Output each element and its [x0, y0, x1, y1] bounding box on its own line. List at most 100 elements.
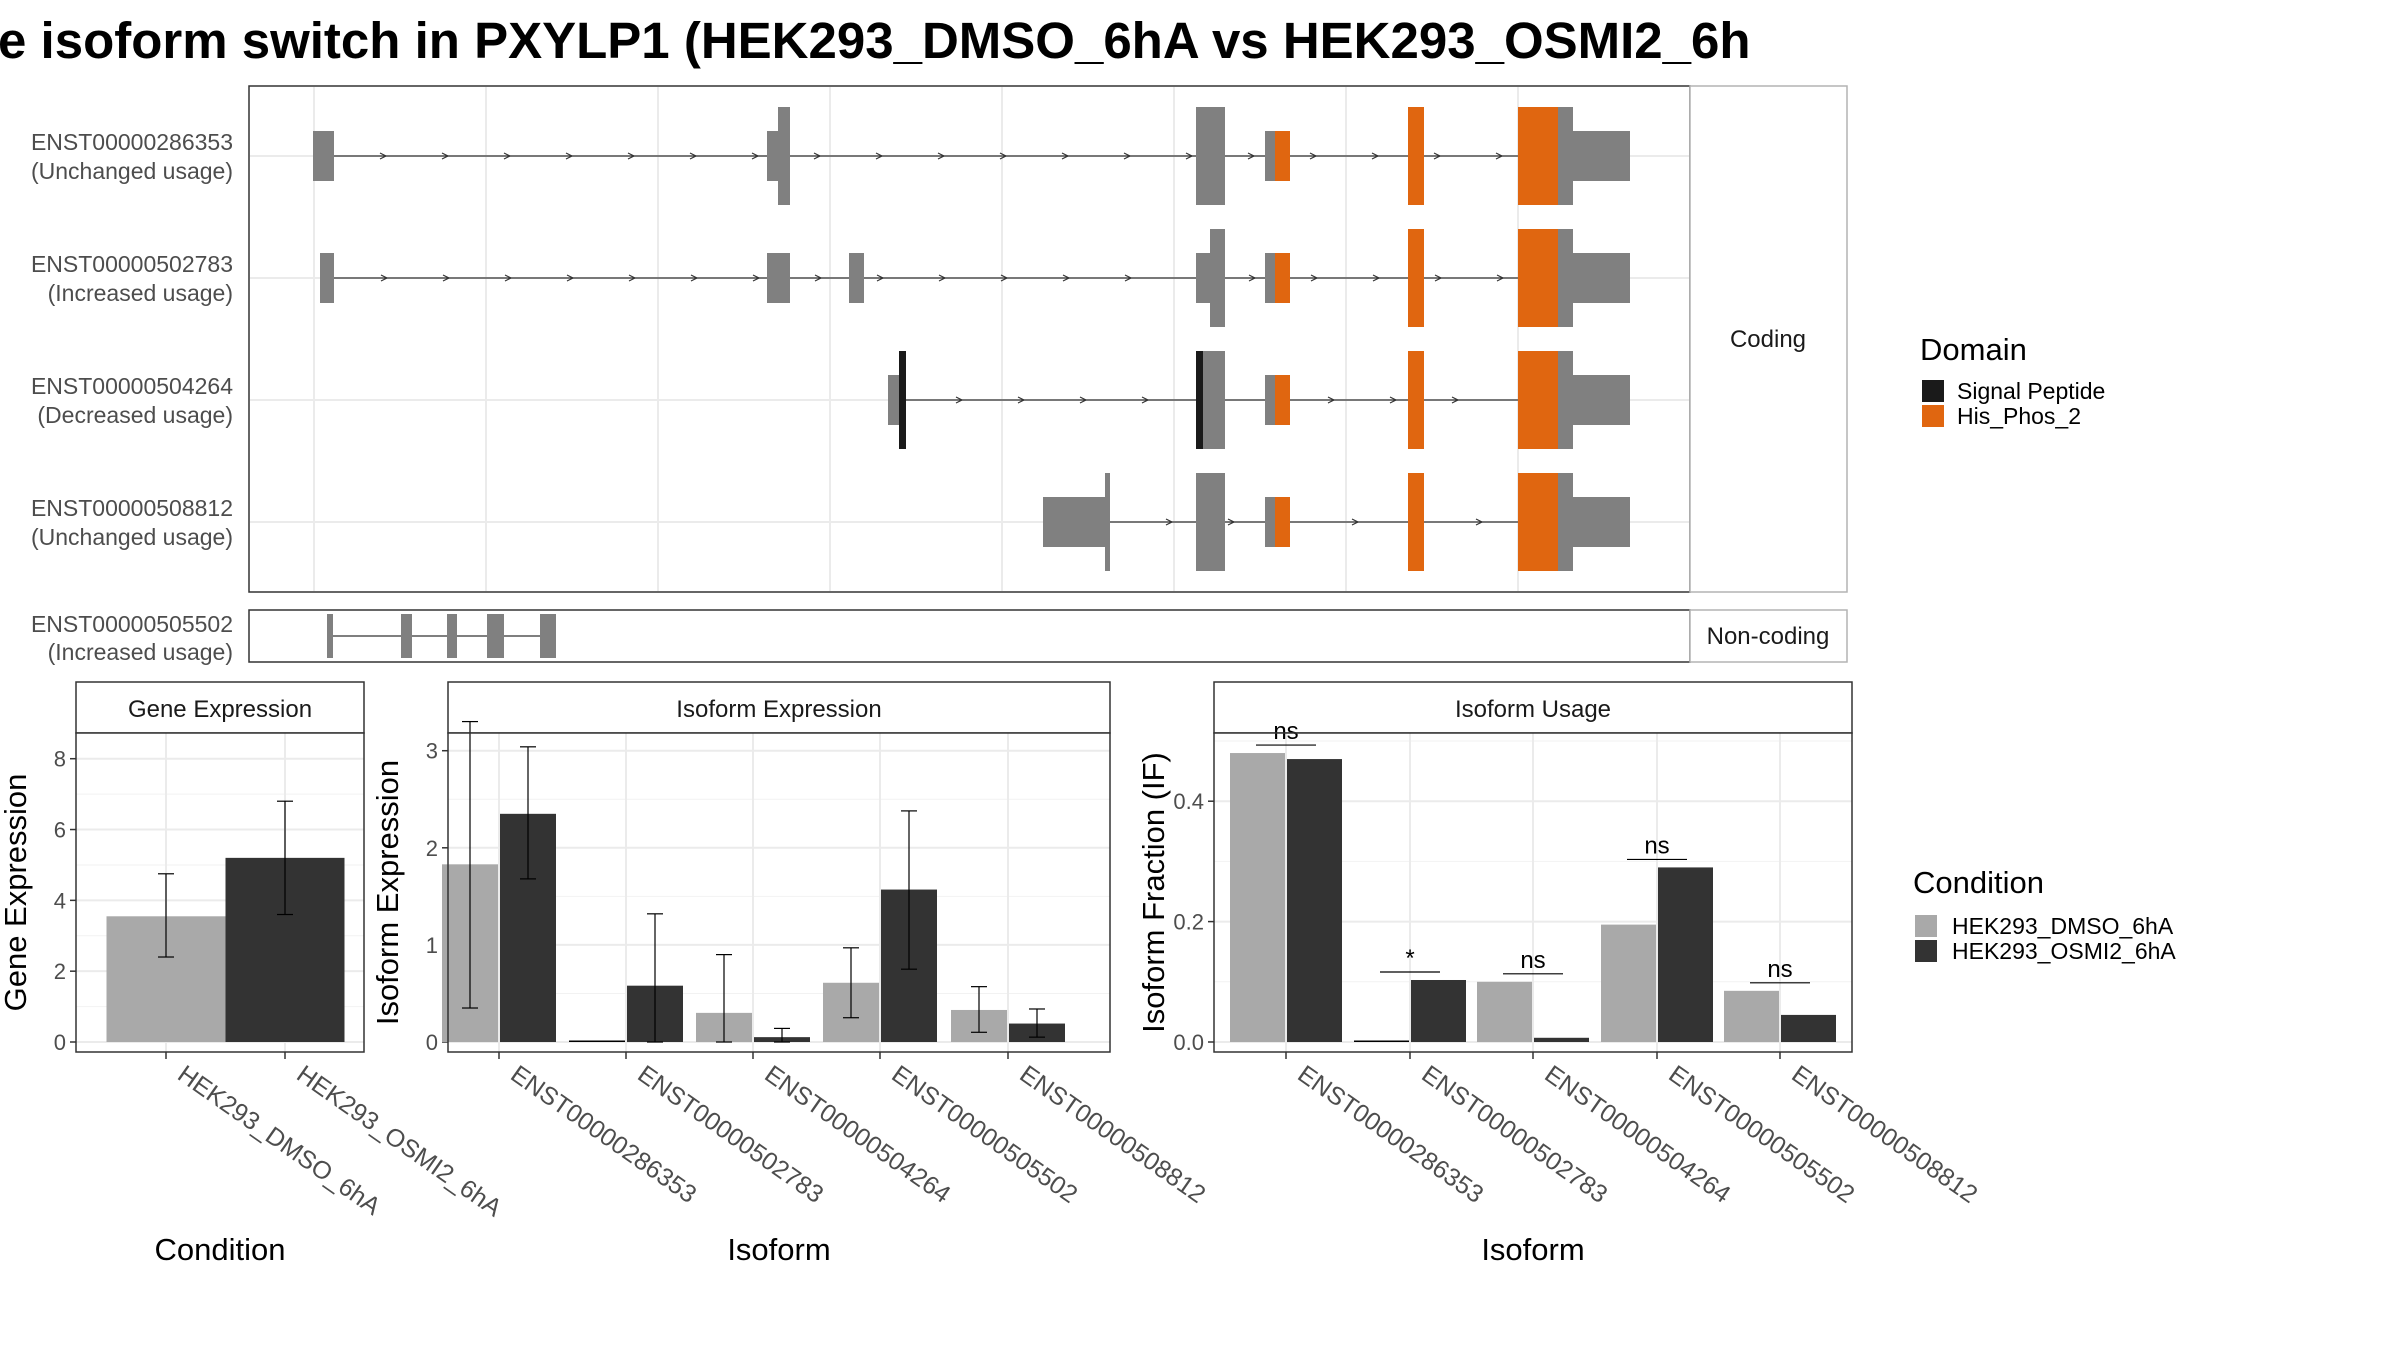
legend-swatch-dmso	[1915, 915, 1937, 937]
strand-arrow	[1496, 274, 1505, 282]
strand-arrow	[441, 152, 450, 160]
transcript-structure-1	[313, 107, 1630, 205]
legend-label-dmso: HEK293_DMSO_6hA	[1952, 913, 2174, 939]
strand-arrow	[1310, 274, 1319, 282]
panel-title: Isoform Expression	[676, 696, 881, 723]
strand-arrow	[504, 274, 513, 282]
strand-arrow	[1017, 396, 1026, 404]
transcript-usage-4: (Unchanged usage)	[31, 524, 233, 550]
y-tick-label: 0	[426, 1030, 438, 1055]
y-axis-title: Gene Expression	[0, 774, 33, 1012]
panel-title: Gene Expression	[128, 696, 312, 723]
y-axis-title: Isoform Expression	[370, 760, 405, 1025]
transcript-structures	[313, 107, 1630, 658]
exon	[1558, 351, 1573, 449]
exon	[1265, 375, 1275, 425]
exon	[1573, 253, 1630, 303]
strand-arrow	[1309, 152, 1318, 160]
strand-arrow	[690, 274, 699, 282]
strand-arrow	[938, 274, 947, 282]
bar-dmso	[1601, 924, 1656, 1042]
exon	[1043, 497, 1105, 547]
panel-title: Isoform Usage	[1455, 696, 1611, 723]
y-tick-label: 0	[54, 1030, 66, 1055]
transcript-usage-2: (Increased usage)	[48, 280, 233, 306]
strand-arrow	[875, 152, 884, 160]
panel-border	[447, 732, 1111, 1053]
y-tick-label: 2	[54, 959, 66, 984]
transcript-structure-4	[1043, 473, 1630, 571]
transcript-id-5: ENST00000505502	[31, 611, 233, 637]
his-phos-domain	[1518, 473, 1558, 571]
strand-arrow	[1123, 152, 1132, 160]
transcript-labels: ENST00000286353 (Unchanged usage) ENST00…	[31, 129, 233, 665]
his-phos-domain	[1408, 229, 1424, 327]
significance-label: *	[1405, 945, 1414, 972]
y-axis-title: Isoform Fraction (IF)	[1136, 752, 1171, 1033]
bar-dmso	[1724, 990, 1779, 1042]
legend-swatch-signal-peptide	[1922, 380, 1944, 402]
exon	[1210, 229, 1225, 327]
legend-label-osmi2: HEK293_OSMI2_6hA	[1952, 938, 2176, 964]
panel-strip	[75, 681, 365, 734]
strand-arrow	[1185, 152, 1194, 160]
y-tick-label: 8	[54, 747, 66, 772]
transcript-id-2: ENST00000502783	[31, 251, 233, 277]
bar-dmso	[1354, 1040, 1409, 1042]
strand-arrow	[1061, 152, 1070, 160]
legend-label-his-phos: His_Phos_2	[1957, 403, 2081, 429]
his-phos-domain	[1518, 107, 1558, 205]
legend-swatch-his-phos	[1922, 405, 1944, 427]
strand-arrow	[1351, 518, 1360, 526]
strand-arrow	[1079, 396, 1088, 404]
condition-legend: Condition HEK293_DMSO_6hA HEK293_OSMI2_6…	[1913, 865, 2176, 964]
y-tick-label: 0.4	[1173, 789, 1204, 814]
strand-arrow	[1248, 274, 1257, 282]
his-phos-domain	[1518, 229, 1558, 327]
his-phos-domain	[1275, 497, 1290, 547]
his-phos-domain	[1408, 107, 1424, 205]
domain-legend-title: Domain	[1920, 332, 2027, 367]
y-tick-label: 2	[426, 836, 438, 861]
strand-arrow	[1000, 274, 1009, 282]
his-phos-domain	[1275, 375, 1290, 425]
legend-swatch-osmi2	[1915, 940, 1937, 962]
exon	[1573, 131, 1630, 181]
strand-arrow	[1495, 152, 1504, 160]
strand-arrow	[752, 274, 761, 282]
exon	[767, 253, 790, 303]
exon	[1105, 473, 1110, 571]
strand-arrow	[814, 274, 823, 282]
strand-arrow	[955, 396, 964, 404]
strand-arrow	[876, 274, 885, 282]
strand-arrow	[566, 274, 575, 282]
x-axis-title: Isoform	[1481, 1232, 1584, 1267]
transcript-usage-5: (Increased usage)	[48, 639, 233, 665]
his-phos-domain	[1275, 253, 1290, 303]
his-phos-domain	[1518, 351, 1558, 449]
strand-arrow	[503, 152, 512, 160]
panel-strip	[1213, 681, 1853, 734]
strand-arrow	[1062, 274, 1071, 282]
y-tick-label: 0.2	[1173, 910, 1204, 935]
strand-arrow	[1372, 274, 1381, 282]
panel-strip	[447, 681, 1111, 734]
condition-legend-title: Condition	[1913, 865, 2044, 900]
strand-arrow	[1434, 274, 1443, 282]
legend-label-signal-peptide: Signal Peptide	[1957, 378, 2105, 404]
noncoding-strip-label: Non-coding	[1707, 623, 1830, 650]
exon	[767, 131, 778, 181]
exon	[313, 131, 334, 181]
strand-arrow	[565, 152, 574, 160]
exon	[1265, 497, 1275, 547]
exon	[1558, 229, 1573, 327]
strand-arrow	[1141, 396, 1150, 404]
coding-strip-label: Coding	[1730, 326, 1806, 353]
strand-arrow	[380, 274, 389, 282]
transcript-structure-2	[320, 229, 1630, 327]
transcript-id-3: ENST00000504264	[31, 373, 233, 399]
exon	[487, 614, 504, 658]
his-phos-domain	[1408, 351, 1424, 449]
y-tick-label: 1	[426, 933, 438, 958]
